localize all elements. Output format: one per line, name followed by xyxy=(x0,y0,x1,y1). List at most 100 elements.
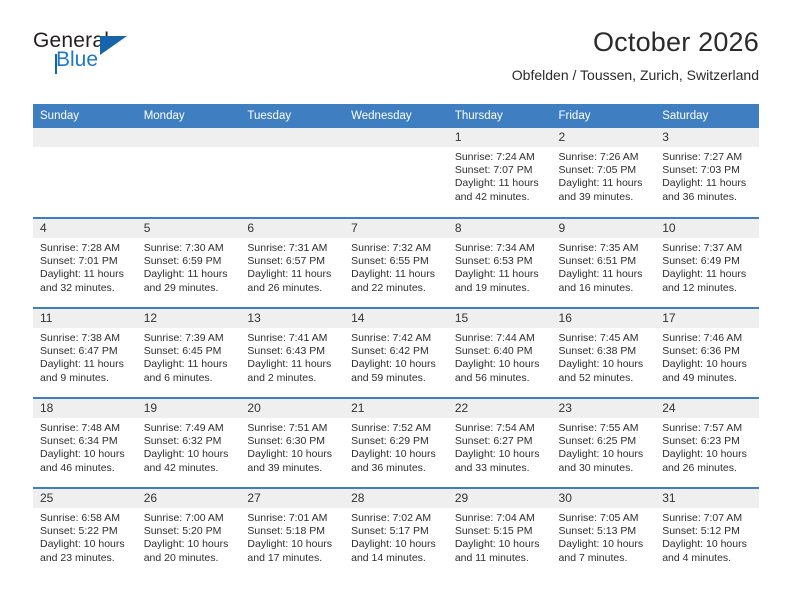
day-number: 31 xyxy=(655,489,759,508)
daylight-text: Daylight: 11 hours and 36 minutes. xyxy=(662,177,747,203)
daylight-text: Daylight: 11 hours and 9 minutes. xyxy=(40,358,124,384)
calendar-day-cell[interactable]: 9 Sunrise: 7:35 AM Sunset: 6:51 PM Daylight… xyxy=(551,217,656,308)
brand-name-blue: Blue xyxy=(56,48,99,71)
day-details: Sunrise: 7:46 AM Sunset: 6:36 PM Daylight:… xyxy=(655,328,759,385)
day-number: 18 xyxy=(33,399,137,418)
calendar-day-cell[interactable]: 22 Sunrise: 7:54 AM Sunset: 6:27 PM Dayligh… xyxy=(447,397,552,488)
daylight-text: Daylight: 10 hours and 56 minutes. xyxy=(454,358,540,384)
sunset-text: Sunset: 6:57 PM xyxy=(247,255,326,268)
calendar-week-row: 25 Sunrise: 6:58 AM Sunset: 5:22 PM Dayligh… xyxy=(33,487,759,578)
day-number: 29 xyxy=(447,489,552,508)
calendar-day-cell[interactable]: 16 Sunrise: 7:45 AM Sunset: 6:38 PM Dayligh… xyxy=(551,307,656,398)
daylight-text: Daylight: 10 hours and 39 minutes. xyxy=(247,448,333,474)
daylight-text: Daylight: 11 hours and 22 minutes. xyxy=(351,268,435,294)
sunrise-text: Sunrise: 7:42 AM xyxy=(351,332,432,344)
day-number xyxy=(136,128,241,147)
day-number: 19 xyxy=(136,399,241,418)
calendar-day-cell[interactable]: 15 Sunrise: 7:44 AM Sunset: 6:40 PM Dayligh… xyxy=(447,307,552,398)
sunset-text: Sunset: 6:42 PM xyxy=(351,345,429,358)
calendar-day-cell[interactable]: 20 Sunrise: 7:51 AM Sunset: 6:30 PM Dayligh… xyxy=(240,397,345,488)
weekday-header-wednesday: Wednesday xyxy=(344,104,448,128)
calendar-day-cell[interactable]: 18 Sunrise: 7:48 AM Sunset: 6:34 PM Dayligh… xyxy=(33,397,137,488)
calendar-day-cell[interactable]: 4 Sunrise: 7:28 AM Sunset: 7:01 PM Daylight… xyxy=(33,217,137,308)
calendar-day-cell[interactable]: 24 Sunrise: 7:57 AM Sunset: 6:23 PM Dayligh… xyxy=(655,397,759,488)
sunset-text: Sunset: 5:17 PM xyxy=(351,525,429,538)
daylight-text: Daylight: 10 hours and 26 minutes. xyxy=(662,448,747,474)
calendar-day-cell[interactable]: 27 Sunrise: 7:01 AM Sunset: 5:18 PM Dayligh… xyxy=(240,487,345,578)
calendar-day-cell[interactable]: 23 Sunrise: 7:55 AM Sunset: 6:25 PM Dayligh… xyxy=(551,397,656,488)
day-details: Sunrise: 7:04 AM Sunset: 5:15 PM Daylight:… xyxy=(448,508,552,565)
sunrise-text: Sunrise: 7:24 AM xyxy=(454,151,535,163)
day-number: 14 xyxy=(344,309,448,328)
day-details: Sunrise: 7:34 AM Sunset: 6:53 PM Daylight:… xyxy=(448,238,552,295)
calendar-day-cell[interactable]: 1 Sunrise: 7:24 AM Sunset: 7:07 PM Daylight… xyxy=(447,128,552,218)
calendar-day-cell[interactable]: 6 Sunrise: 7:31 AM Sunset: 6:57 PM Daylight… xyxy=(240,217,345,308)
sunset-text: Sunset: 6:40 PM xyxy=(454,345,533,358)
brand-logo[interactable]: General Blue xyxy=(33,30,153,82)
sunrise-text: Sunrise: 7:46 AM xyxy=(662,332,743,344)
calendar-day-cell[interactable]: 21 Sunrise: 7:52 AM Sunset: 6:29 PM Dayligh… xyxy=(344,397,448,488)
calendar-day-cell[interactable]: 8 Sunrise: 7:34 AM Sunset: 6:53 PM Daylight… xyxy=(447,217,552,308)
calendar-day-cell[interactable]: 7 Sunrise: 7:32 AM Sunset: 6:55 PM Daylight… xyxy=(344,217,448,308)
sunset-text: Sunset: 7:07 PM xyxy=(454,164,533,177)
daylight-text: Daylight: 10 hours and 14 minutes. xyxy=(351,538,436,564)
sunset-text: Sunset: 6:45 PM xyxy=(143,345,222,358)
calendar-day-cell[interactable]: 29 Sunrise: 7:04 AM Sunset: 5:15 PM Dayligh… xyxy=(447,487,552,578)
title-block: October 2026 Obfelden / Toussen, Zurich,… xyxy=(512,26,759,85)
day-details: Sunrise: 7:07 AM Sunset: 5:12 PM Daylight:… xyxy=(655,508,759,565)
sunset-text: Sunset: 6:55 PM xyxy=(351,255,429,268)
daylight-text: Daylight: 10 hours and 42 minutes. xyxy=(143,448,229,474)
calendar-day-cell[interactable]: 26 Sunrise: 7:00 AM Sunset: 5:20 PM Dayligh… xyxy=(136,487,241,578)
calendar-day-cell[interactable]: 30 Sunrise: 7:05 AM Sunset: 5:13 PM Dayligh… xyxy=(551,487,656,578)
calendar-day-cell[interactable]: 28 Sunrise: 7:02 AM Sunset: 5:17 PM Dayligh… xyxy=(344,487,448,578)
daylight-text: Daylight: 10 hours and 33 minutes. xyxy=(454,448,540,474)
sunset-text: Sunset: 5:18 PM xyxy=(247,525,326,538)
sunset-text: Sunset: 6:51 PM xyxy=(558,255,637,268)
day-details: Sunrise: 7:42 AM Sunset: 6:42 PM Daylight:… xyxy=(344,328,448,385)
day-details: Sunrise: 7:02 AM Sunset: 5:17 PM Daylight:… xyxy=(344,508,448,565)
daylight-text: Daylight: 10 hours and 11 minutes. xyxy=(454,538,540,564)
sunrise-text: Sunrise: 7:57 AM xyxy=(662,422,743,434)
day-number: 23 xyxy=(551,399,656,418)
calendar-week-row: 4 Sunrise: 7:28 AM Sunset: 7:01 PM Daylight… xyxy=(33,217,759,308)
sunrise-text: Sunrise: 7:55 AM xyxy=(558,422,639,434)
day-details: Sunrise: 7:37 AM Sunset: 6:49 PM Daylight:… xyxy=(655,238,759,295)
sunrise-text: Sunrise: 7:04 AM xyxy=(454,512,535,524)
calendar-day-cell[interactable]: 31 Sunrise: 7:07 AM Sunset: 5:12 PM Dayligh… xyxy=(655,487,759,578)
calendar-day-cell[interactable]: 3 Sunrise: 7:27 AM Sunset: 7:03 PM Daylight… xyxy=(655,128,759,218)
calendar-day-cell-empty xyxy=(33,128,137,218)
sunrise-text: Sunrise: 7:30 AM xyxy=(143,242,224,254)
daylight-text: Daylight: 10 hours and 59 minutes. xyxy=(351,358,436,384)
sunset-text: Sunset: 6:38 PM xyxy=(558,345,637,358)
daylight-text: Daylight: 11 hours and 26 minutes. xyxy=(247,268,332,294)
day-number: 4 xyxy=(33,219,137,238)
calendar-day-cell[interactable]: 5 Sunrise: 7:30 AM Sunset: 6:59 PM Daylight… xyxy=(136,217,241,308)
day-number: 22 xyxy=(447,399,552,418)
calendar-day-cell[interactable]: 19 Sunrise: 7:49 AM Sunset: 6:32 PM Dayligh… xyxy=(136,397,241,488)
weekday-header-sunday: Sunday xyxy=(33,104,137,128)
calendar-day-cell[interactable]: 14 Sunrise: 7:42 AM Sunset: 6:42 PM Dayligh… xyxy=(344,307,448,398)
calendar-day-cell[interactable]: 12 Sunrise: 7:39 AM Sunset: 6:45 PM Dayligh… xyxy=(136,307,241,398)
daylight-text: Daylight: 11 hours and 32 minutes. xyxy=(40,268,124,294)
calendar-day-cell[interactable]: 2 Sunrise: 7:26 AM Sunset: 7:05 PM Daylight… xyxy=(551,128,656,218)
day-details: Sunrise: 7:41 AM Sunset: 6:43 PM Daylight:… xyxy=(240,328,344,385)
sunset-text: Sunset: 5:13 PM xyxy=(558,525,637,538)
sunset-text: Sunset: 6:59 PM xyxy=(143,255,222,268)
day-details: Sunrise: 7:01 AM Sunset: 5:18 PM Daylight:… xyxy=(240,508,344,565)
calendar-day-cell[interactable]: 17 Sunrise: 7:46 AM Sunset: 6:36 PM Dayligh… xyxy=(655,307,759,398)
calendar-day-cell[interactable]: 11 Sunrise: 7:38 AM Sunset: 6:47 PM Dayligh… xyxy=(33,307,137,398)
day-number: 7 xyxy=(344,219,448,238)
flag-pole-icon xyxy=(55,54,57,74)
calendar-week-row: 11 Sunrise: 7:38 AM Sunset: 6:47 PM Dayligh… xyxy=(33,307,759,398)
day-details: Sunrise: 7:48 AM Sunset: 6:34 PM Daylight:… xyxy=(33,418,137,475)
daylight-text: Daylight: 10 hours and 30 minutes. xyxy=(558,448,644,474)
daylight-text: Daylight: 11 hours and 2 minutes. xyxy=(247,358,332,384)
daylight-text: Daylight: 11 hours and 19 minutes. xyxy=(454,268,539,294)
calendar-day-cell[interactable]: 25 Sunrise: 6:58 AM Sunset: 5:22 PM Dayligh… xyxy=(33,487,137,578)
calendar-header-row: Sunday Monday Tuesday Wednesday Thursday… xyxy=(33,104,759,128)
day-details: Sunrise: 7:24 AM Sunset: 7:07 PM Daylight:… xyxy=(448,147,552,204)
calendar-day-cell[interactable]: 13 Sunrise: 7:41 AM Sunset: 6:43 PM Dayligh… xyxy=(240,307,345,398)
day-details: Sunrise: 7:38 AM Sunset: 6:47 PM Daylight:… xyxy=(33,328,137,385)
calendar-day-cell[interactable]: 10 Sunrise: 7:37 AM Sunset: 6:49 PM Dayligh… xyxy=(655,217,759,308)
daylight-text: Daylight: 11 hours and 29 minutes. xyxy=(143,268,228,294)
